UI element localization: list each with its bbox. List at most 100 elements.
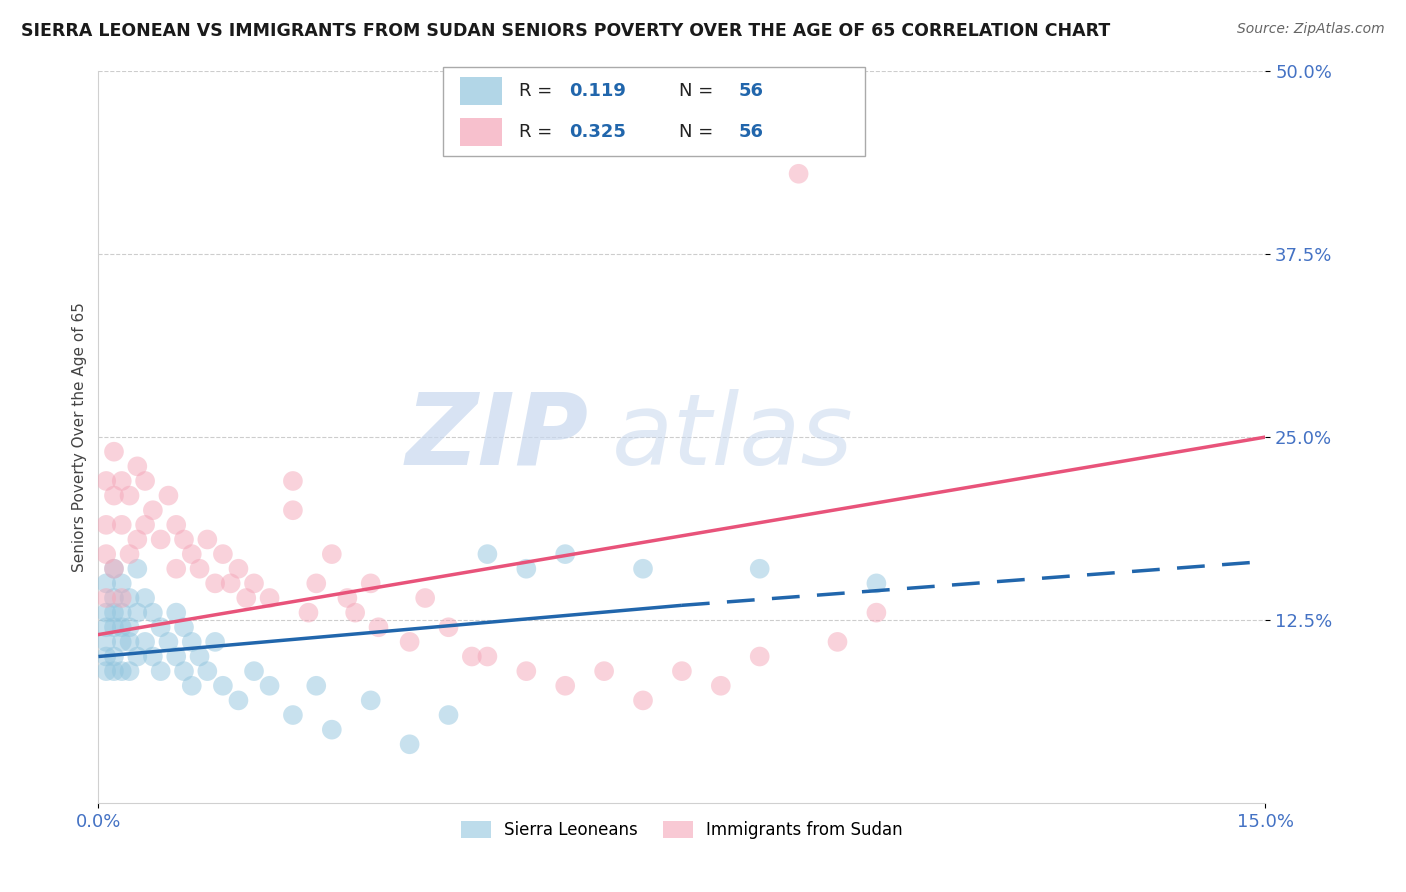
Text: N =: N = [679, 82, 718, 100]
Point [96, 635, 118, 649]
Point [787, 167, 810, 181]
Point [103, 489, 125, 503]
Point [180, 679, 202, 693]
Point [360, 693, 382, 707]
Point [111, 635, 134, 649]
Point [228, 562, 250, 576]
Point [111, 517, 134, 532]
Point [671, 664, 693, 678]
Point [118, 591, 141, 605]
Text: R =: R = [519, 123, 558, 141]
Point [165, 562, 187, 576]
Point [554, 547, 576, 561]
Point [413, 591, 436, 605]
Point [281, 503, 304, 517]
Point [398, 635, 420, 649]
Point [827, 635, 849, 649]
Point [461, 649, 484, 664]
Point [103, 664, 125, 678]
Point [111, 576, 134, 591]
Point [157, 489, 180, 503]
Point [165, 649, 187, 664]
Text: 56: 56 [738, 82, 763, 100]
Point [180, 635, 202, 649]
Point [188, 649, 211, 664]
Point [228, 693, 250, 707]
Point [103, 606, 125, 620]
Point [180, 547, 202, 561]
Point [96, 547, 118, 561]
Point [149, 664, 172, 678]
Point [165, 606, 187, 620]
Point [212, 547, 235, 561]
Point [360, 576, 382, 591]
Point [118, 489, 141, 503]
Point [134, 517, 156, 532]
Point [212, 679, 235, 693]
Point [173, 533, 195, 547]
Text: 0.119: 0.119 [569, 82, 626, 100]
Text: N =: N = [679, 123, 718, 141]
Point [96, 606, 118, 620]
Point [437, 708, 460, 723]
Point [96, 474, 118, 488]
Point [477, 547, 499, 561]
Point [437, 620, 460, 634]
Point [142, 606, 165, 620]
Point [127, 459, 149, 474]
Point [111, 664, 134, 678]
Point [593, 664, 616, 678]
Point [118, 620, 141, 634]
Point [477, 649, 499, 664]
Text: R =: R = [519, 82, 558, 100]
Legend: Sierra Leoneans, Immigrants from Sudan: Sierra Leoneans, Immigrants from Sudan [454, 814, 910, 846]
Point [134, 474, 156, 488]
Point [103, 562, 125, 576]
Point [243, 576, 266, 591]
Point [204, 635, 226, 649]
Bar [460, 118, 502, 146]
Point [103, 620, 125, 634]
Text: 0.325: 0.325 [569, 123, 626, 141]
Point [111, 474, 134, 488]
Point [297, 606, 319, 620]
Point [103, 562, 125, 576]
FancyBboxPatch shape [443, 67, 865, 156]
Point [127, 606, 149, 620]
Point [96, 664, 118, 678]
Point [515, 664, 537, 678]
Point [173, 620, 195, 634]
Point [96, 591, 118, 605]
Point [321, 723, 343, 737]
Point [281, 474, 304, 488]
Point [142, 503, 165, 517]
Text: Source: ZipAtlas.com: Source: ZipAtlas.com [1237, 22, 1385, 37]
Point [149, 533, 172, 547]
Point [96, 576, 118, 591]
Point [259, 591, 281, 605]
Point [398, 737, 420, 751]
Point [367, 620, 389, 634]
Point [118, 664, 141, 678]
Point [631, 693, 654, 707]
Point [710, 679, 733, 693]
Point [235, 591, 257, 605]
Point [127, 562, 149, 576]
Point [281, 708, 304, 723]
Point [243, 664, 266, 678]
Point [188, 562, 211, 576]
Point [515, 562, 537, 576]
Point [103, 591, 125, 605]
Point [219, 576, 242, 591]
Point [336, 591, 359, 605]
Point [259, 679, 281, 693]
Point [631, 562, 654, 576]
Point [134, 635, 156, 649]
Point [127, 533, 149, 547]
Point [173, 664, 195, 678]
Point [103, 649, 125, 664]
Point [96, 517, 118, 532]
Y-axis label: Seniors Poverty Over the Age of 65: Seniors Poverty Over the Age of 65 [72, 302, 87, 572]
Point [142, 649, 165, 664]
Point [149, 620, 172, 634]
